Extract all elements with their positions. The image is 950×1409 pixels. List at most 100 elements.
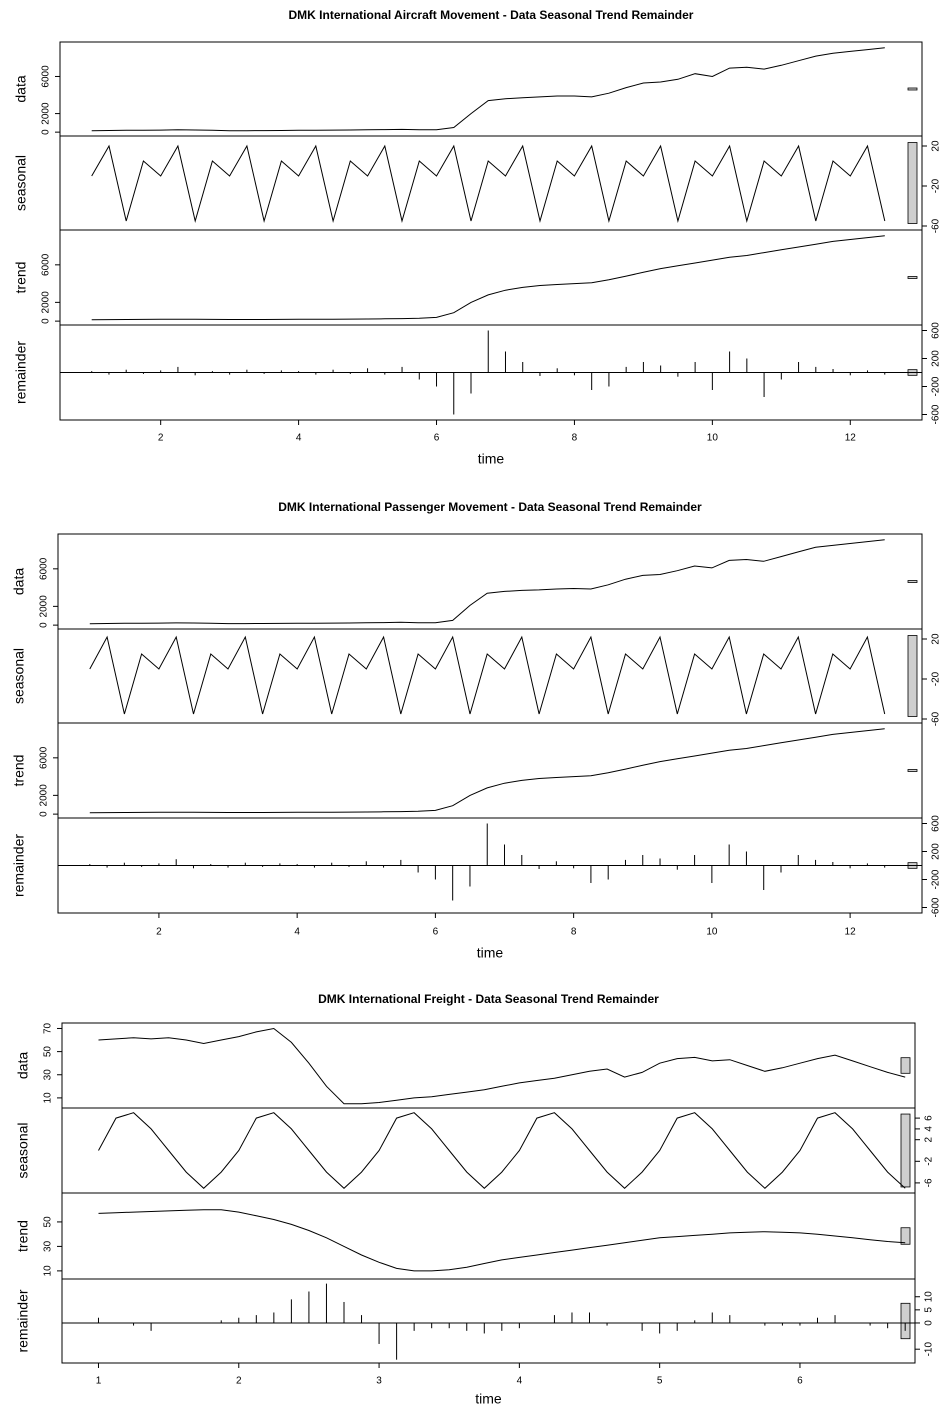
scale-bar: [908, 770, 917, 772]
y-tick-label: 2: [924, 1136, 935, 1142]
panel-frame: [62, 1023, 915, 1108]
chart-title: DMK International Freight - Data Seasona…: [318, 992, 659, 1006]
y-tick-label: -2: [924, 1156, 935, 1165]
x-tick-label: 4: [517, 1376, 523, 1387]
x-tick-label: 8: [572, 433, 578, 444]
series-line: [92, 146, 885, 221]
x-tick-label: 5: [657, 1376, 663, 1387]
y-tick-label: 10: [924, 1291, 935, 1303]
panel-frame: [58, 723, 922, 818]
y-tick-label: 600: [931, 815, 942, 832]
x-tick-label: 12: [845, 433, 857, 444]
y-tick-label: -20: [931, 671, 942, 686]
x-tick-label: 2: [236, 1376, 242, 1387]
chart-title: DMK International Aircraft Movement - Da…: [289, 8, 694, 22]
page: DMK International Aircraft Movement - Da…: [0, 0, 950, 1409]
y-tick-label: -200: [931, 376, 942, 396]
x-tick-label: 4: [296, 433, 302, 444]
series-line: [99, 1029, 906, 1104]
y-tick-label: -6: [924, 1178, 935, 1187]
x-tick-label: 1: [96, 1376, 102, 1387]
panel-label: trend: [11, 755, 27, 787]
chart-title: DMK International Passenger Movement - D…: [278, 500, 702, 514]
y-tick-label: 0: [39, 811, 50, 817]
y-tick-label: 6000: [41, 65, 52, 88]
y-tick-label: -10: [924, 1342, 935, 1357]
series-line: [90, 729, 885, 813]
y-tick-label: 5: [924, 1307, 935, 1313]
panel-frame: [62, 1108, 915, 1193]
y-tick-label: -600: [931, 897, 942, 917]
panel-frame: [60, 230, 922, 325]
x-tick-label: 12: [845, 927, 857, 938]
series-line: [90, 637, 885, 714]
panel-frame: [58, 534, 922, 629]
x-tick-label: 3: [376, 1376, 382, 1387]
panel-label: remainder: [13, 341, 29, 404]
x-axis-label: time: [477, 945, 504, 961]
scale-bar: [908, 88, 917, 90]
panel-frame: [60, 42, 922, 136]
y-tick-label: 0: [39, 622, 50, 628]
panel-frame: [58, 629, 922, 723]
y-tick-label: 600: [931, 322, 942, 339]
scale-bar: [908, 636, 917, 717]
panel-label: trend: [15, 1220, 31, 1252]
y-tick-label: -60: [931, 711, 942, 726]
y-tick-label: 30: [43, 1069, 54, 1081]
panel-label: seasonal: [13, 155, 29, 211]
panel-frame: [60, 136, 922, 230]
y-tick-label: 50: [43, 1046, 54, 1058]
y-tick-label: 20: [931, 140, 942, 152]
scale-bar: [908, 277, 917, 279]
y-tick-label: -60: [931, 218, 942, 233]
y-tick-label: -200: [931, 869, 942, 889]
x-tick-label: 8: [571, 927, 577, 938]
panel-label: seasonal: [11, 648, 27, 704]
x-tick-label: 6: [434, 433, 440, 444]
x-tick-label: 4: [294, 927, 300, 938]
y-tick-label: 0: [41, 129, 52, 135]
y-tick-label: 0: [924, 1320, 935, 1326]
x-tick-label: 6: [433, 927, 439, 938]
panel-label: data: [11, 568, 27, 595]
y-tick-label: -600: [931, 404, 942, 424]
scale-bar: [908, 581, 917, 583]
y-tick-label: 2000: [41, 102, 52, 125]
series-line: [99, 1210, 906, 1271]
panel-label: data: [15, 1052, 31, 1079]
y-tick-label: 200: [931, 350, 942, 367]
y-tick-label: 70: [43, 1022, 54, 1034]
y-tick-label: 6000: [41, 253, 52, 276]
panel-label: remainder: [11, 834, 27, 897]
scale-bar: [901, 1114, 910, 1187]
y-tick-label: 2000: [39, 784, 50, 807]
x-axis-label: time: [475, 1391, 502, 1407]
panel-label: data: [13, 75, 29, 102]
series-line: [99, 1113, 906, 1189]
y-tick-label: 6: [924, 1115, 935, 1121]
x-tick-label: 2: [156, 927, 162, 938]
y-tick-label: 2000: [41, 291, 52, 314]
y-tick-label: 4: [924, 1126, 935, 1132]
scale-bar: [908, 143, 917, 224]
y-tick-label: 0: [41, 318, 52, 324]
x-tick-label: 10: [706, 927, 718, 938]
series-line: [92, 48, 885, 131]
y-tick-label: 50: [43, 1216, 54, 1228]
y-tick-label: 10: [43, 1265, 54, 1277]
y-tick-label: -20: [931, 178, 942, 193]
panel-frame: [62, 1193, 915, 1279]
panel-label: trend: [13, 262, 29, 294]
scale-bar: [901, 1303, 910, 1338]
scale-bar: [901, 1058, 910, 1074]
series-line: [92, 236, 885, 320]
y-tick-label: 2000: [39, 595, 50, 618]
x-tick-label: 2: [158, 433, 164, 444]
panel-label: remainder: [15, 1289, 31, 1352]
scale-bar: [901, 1228, 910, 1245]
panel-label: seasonal: [15, 1122, 31, 1178]
panel-frame: [62, 1279, 915, 1363]
series-line: [90, 540, 885, 624]
y-tick-label: 10: [43, 1092, 54, 1104]
